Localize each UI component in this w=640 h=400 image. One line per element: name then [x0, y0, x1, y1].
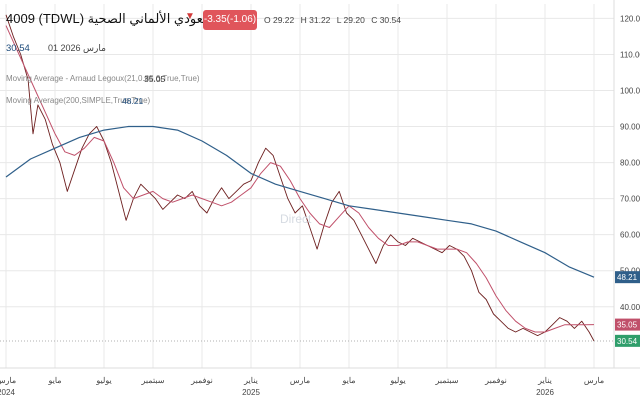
x-tick-label: مارس [0, 376, 16, 385]
y-tick-label: 60.00 [620, 231, 640, 240]
y-tick-label: 40.00 [620, 303, 640, 312]
y-axis: 40.0050.0060.0070.0080.0090.00100.00110.… [613, 0, 640, 368]
series-price-line [5, 14, 595, 342]
indicator-sma-label[interactable]: Moving Average(200,SIMPLE,True,True) [6, 96, 151, 105]
x-tick-year: 2026 [536, 388, 554, 397]
date-label: 01 مارس 2026 [48, 43, 106, 53]
low-value: L 29.20 [336, 15, 365, 25]
x-tick-label: مارس [290, 376, 310, 385]
series-layer [0, 14, 614, 342]
y-tick-label: 110.00 [620, 50, 640, 59]
high-value: H 31.22 [300, 15, 331, 25]
x-tick-label: مايو [47, 376, 61, 385]
badge-alma-text: 35.05 [617, 321, 638, 330]
y-tick-label: 80.00 [620, 159, 640, 168]
close-value: C 30.54 [371, 15, 401, 25]
open-value: O 29.22 [264, 15, 295, 25]
badge-sma-text: 48.21 [617, 273, 638, 282]
x-axis: مارس 2024 مايو يوليو سبتمبر نوفمبر يناير 2025 ما… [0, 367, 640, 397]
x-tick-label: نوفمبر [190, 376, 213, 385]
y-tick-label: 120.00 [620, 14, 640, 23]
y-tick-label: 70.00 [620, 195, 640, 204]
x-tick-label: نوفمبر [484, 376, 507, 385]
watermark: Direct [280, 212, 312, 226]
change-badge: -3.35(-1.06) [203, 10, 257, 30]
indicator-alma-label[interactable]: Moving Average - Arnaud Legoux(21,0.85,6… [6, 74, 200, 83]
indicator-alma-value: 35.05 [144, 74, 166, 84]
x-tick-label: مارس [584, 376, 604, 385]
x-tick-label: يناير [243, 376, 258, 385]
y-tick-label: 90.00 [620, 123, 640, 132]
series-sma-line [5, 125, 595, 278]
series-alma-line [5, 25, 595, 333]
x-tick-label: يناير [537, 376, 552, 385]
symbol-title: 4009 (TDWL) السعودي الألماني الصحية [6, 11, 223, 26]
badge-close-text: 30.54 [617, 337, 638, 346]
badge-sma [615, 271, 640, 284]
last-value-badges: 48.21 35.05 30.54 [615, 271, 640, 347]
x-tick-label: مايو [341, 376, 355, 385]
x-tick-year: 2024 [0, 388, 15, 397]
last-price: 30.54 [6, 43, 30, 54]
x-tick-label: يوليو [389, 376, 405, 385]
badge-alma [615, 318, 640, 331]
ohlc-readout: O 29.22 H 31.22 L 29.20 C 30.54 [264, 15, 405, 25]
indicator-sma-value: 48.21 [122, 96, 144, 106]
badge-close [615, 334, 640, 347]
chart-grid [0, 4, 614, 368]
x-tick-label: يوليو [95, 376, 111, 385]
y-tick-label: 100.00 [620, 87, 640, 96]
x-tick-year: 2025 [242, 388, 260, 397]
down-arrow-icon: ▼ [185, 11, 195, 22]
x-tick-label: سبتمبر [435, 376, 459, 385]
x-tick-label: سبتمبر [141, 376, 165, 385]
